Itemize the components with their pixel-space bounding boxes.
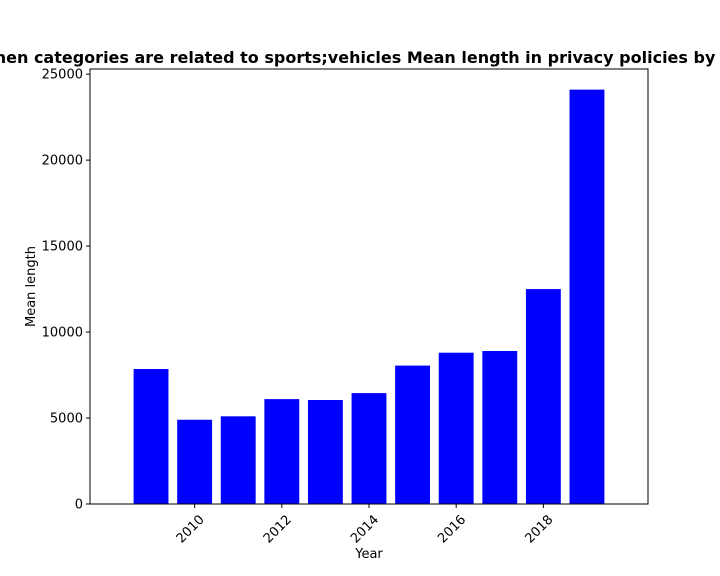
bar-2017: [482, 350, 518, 504]
bar-2010: [177, 419, 213, 504]
x-tick-label: 2012: [261, 512, 295, 546]
x-tick-label: 2010: [174, 512, 208, 546]
y-axis: 0 5000 10000 15000 20000 25000: [42, 68, 90, 513]
y-tick-label: 25000: [42, 68, 83, 83]
bar-2015: [395, 365, 431, 504]
x-tick-label: 2018: [522, 512, 556, 546]
bar-2014: [351, 393, 387, 504]
bar-2011: [220, 416, 256, 504]
x-axis-label: Year: [354, 547, 383, 562]
y-tick-label: 5000: [50, 412, 83, 427]
bar-2018: [525, 289, 561, 504]
x-tick-label: 2016: [435, 512, 469, 546]
x-tick-label: 2014: [348, 512, 382, 546]
x-axis: 2010 2012 2014 2016 2018: [174, 504, 556, 546]
bar-2019: [569, 89, 605, 504]
bars-group: [133, 89, 605, 504]
bar-2009: [133, 369, 169, 504]
bar-2012: [264, 399, 300, 504]
y-tick-label: 20000: [42, 154, 83, 169]
bar-2016: [438, 352, 474, 504]
y-tick-label: 10000: [42, 326, 83, 341]
chart-title: When categories are related to sports;ve…: [0, 48, 720, 67]
y-tick-label: 15000: [42, 240, 83, 255]
bar-2013: [307, 399, 343, 504]
y-tick-label: 0: [75, 498, 83, 513]
y-axis-label: Mean length: [24, 246, 39, 327]
